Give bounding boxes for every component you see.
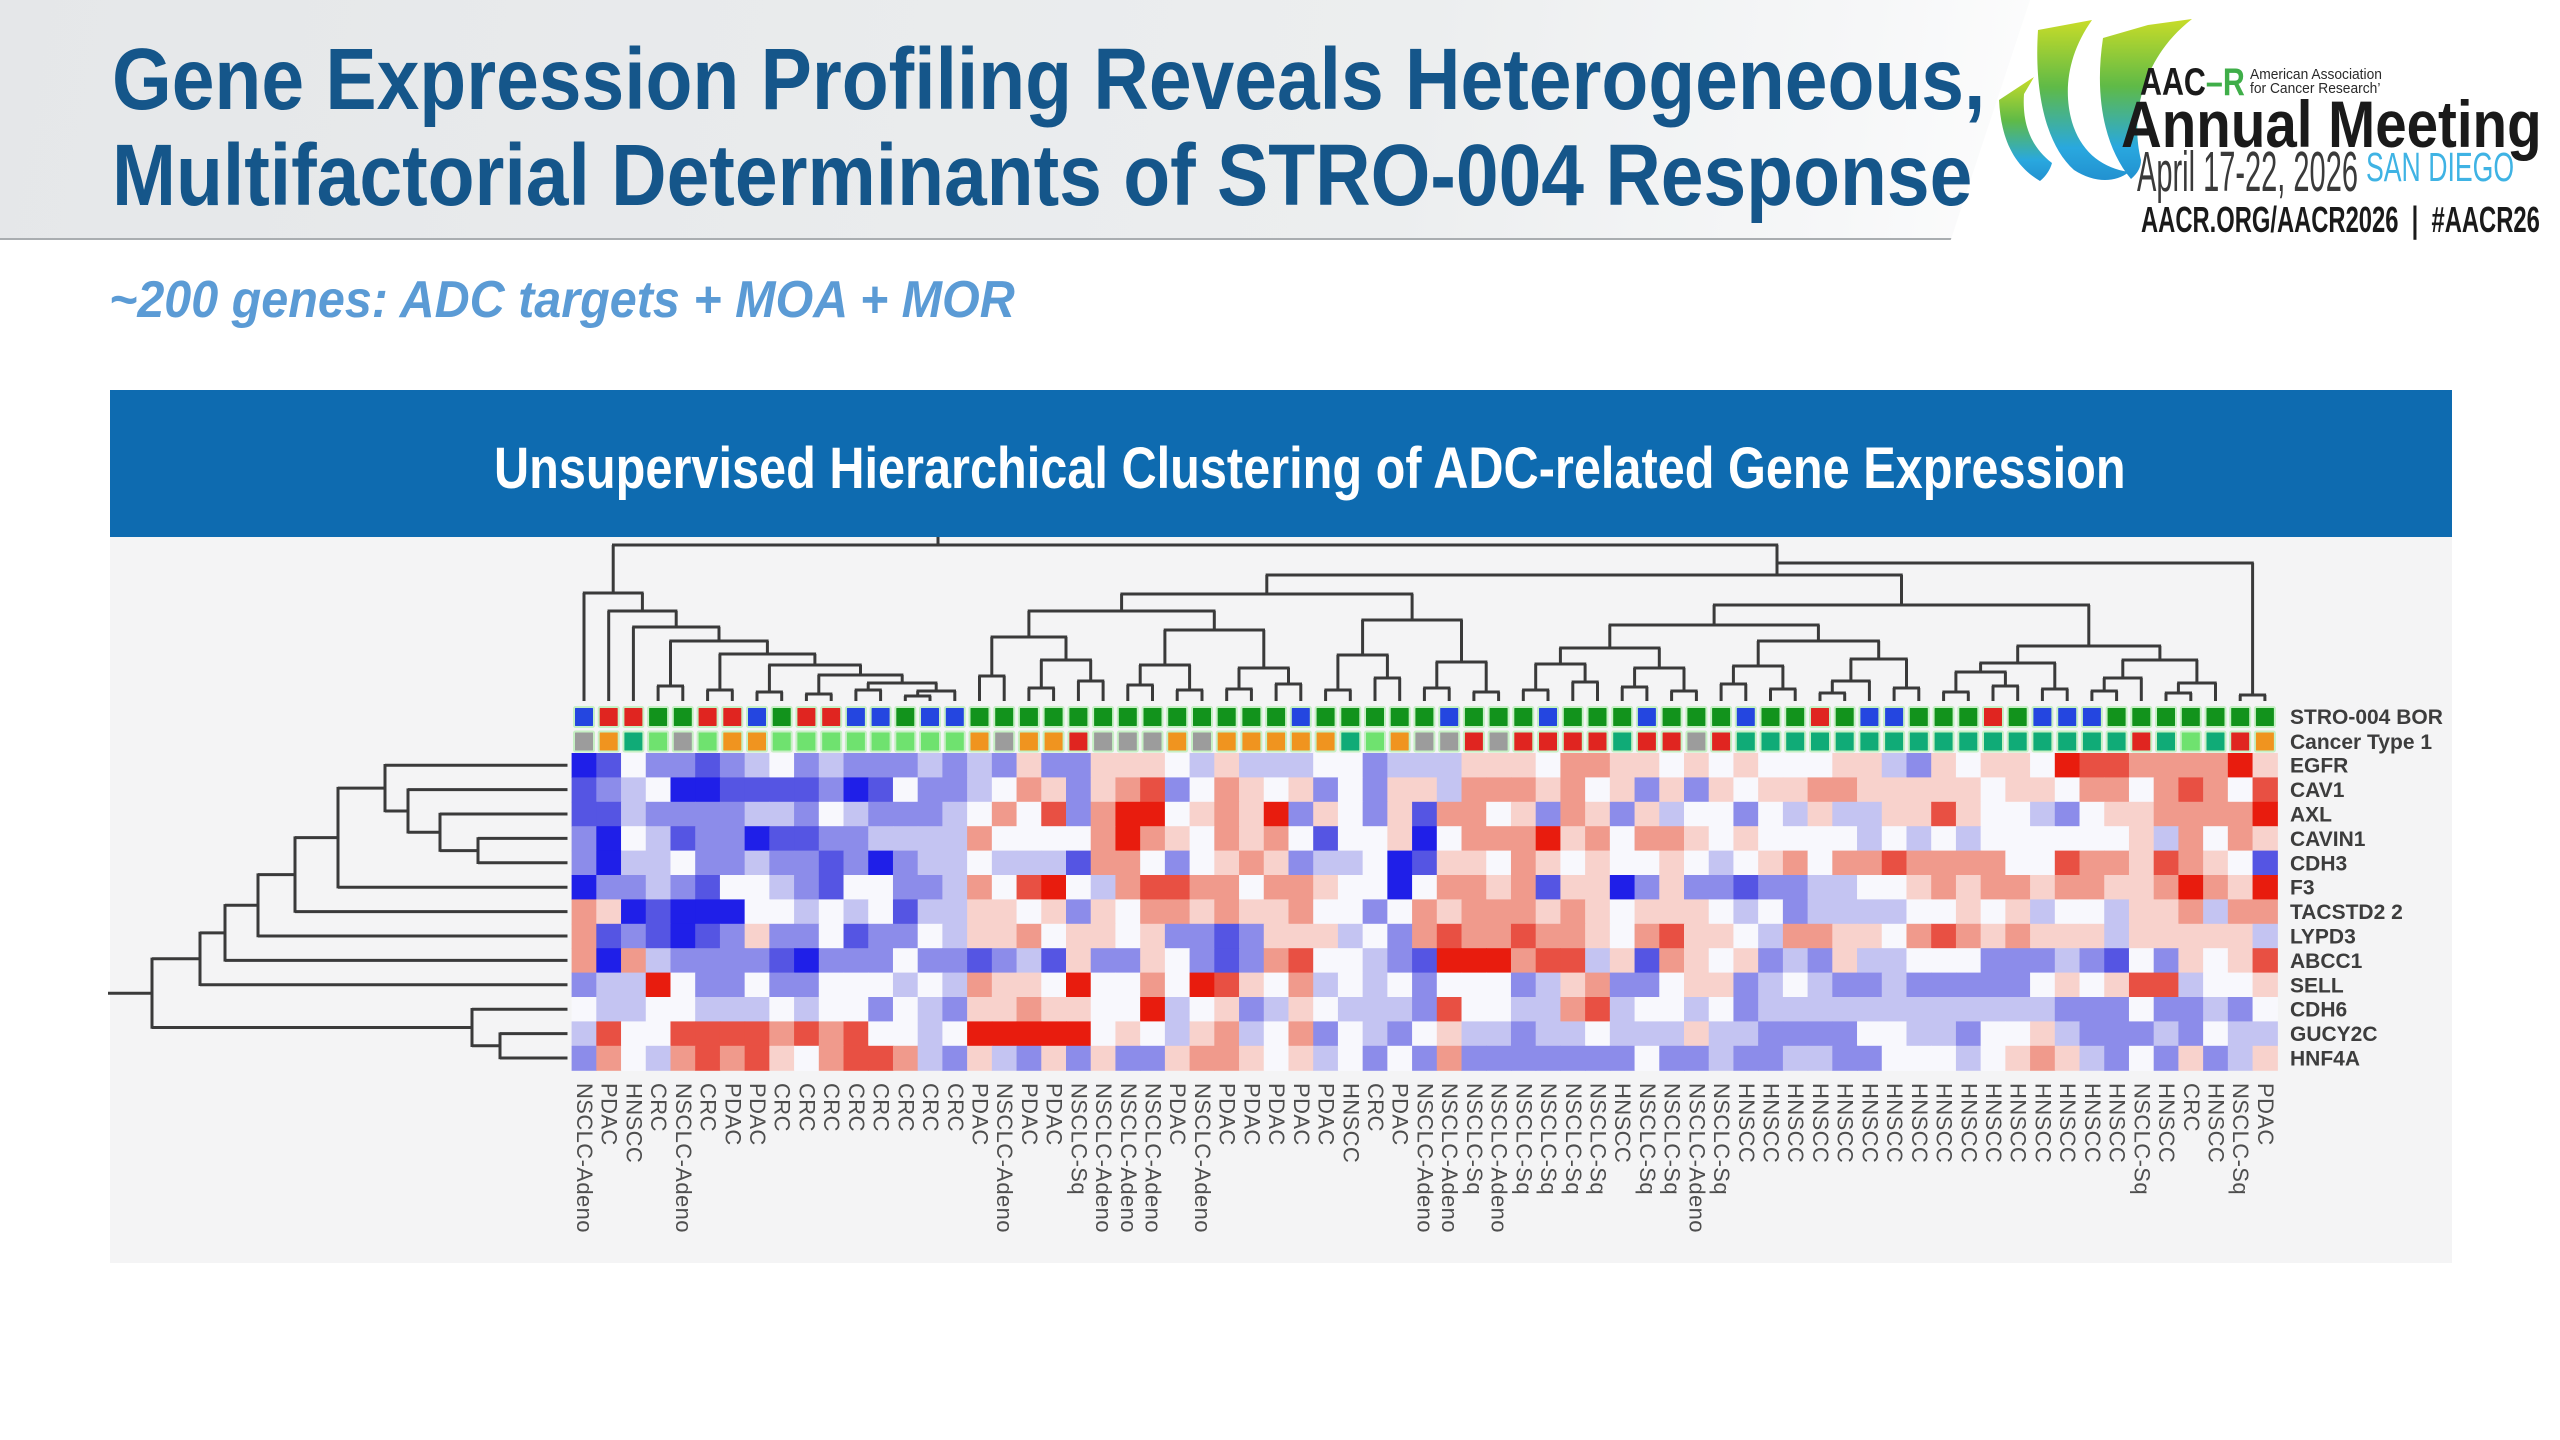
svg-text:HNSCC: HNSCC (1783, 1083, 1808, 1163)
svg-text:CRC: CRC (696, 1083, 721, 1132)
svg-text:NSCLC-Sq: NSCLC-Sq (1462, 1083, 1487, 1195)
svg-text:NSCLC-Adeno: NSCLC-Adeno (1141, 1083, 1166, 1233)
svg-text:HNSCC: HNSCC (2030, 1083, 2055, 1163)
svg-text:PDAC: PDAC (1017, 1083, 1042, 1146)
svg-text:CRC: CRC (844, 1083, 869, 1132)
svg-text:NSCLC-Adeno: NSCLC-Adeno (1116, 1083, 1141, 1233)
svg-text:NSCLC-Sq: NSCLC-Sq (2129, 1083, 2154, 1195)
svg-text:PDAC: PDAC (968, 1083, 993, 1146)
svg-text:PDAC: PDAC (1314, 1083, 1339, 1146)
svg-text:CRC: CRC (770, 1083, 795, 1132)
svg-text:LYPD3: LYPD3 (2290, 926, 2356, 949)
svg-text:HNSCC: HNSCC (1610, 1083, 1635, 1163)
svg-text:STRO-004 BOR: STRO-004 BOR (2290, 706, 2443, 729)
svg-text:PDAC: PDAC (597, 1083, 622, 1146)
svg-text:HNSCC: HNSCC (1338, 1083, 1363, 1163)
svg-text:CRC: CRC (794, 1083, 819, 1132)
svg-text:PDAC: PDAC (2253, 1083, 2278, 1146)
svg-text:NSCLC-Sq: NSCLC-Sq (1660, 1083, 1685, 1195)
svg-text:PDAC: PDAC (1239, 1083, 1264, 1146)
svg-text:NSCLC-Adeno: NSCLC-Adeno (992, 1083, 1017, 1233)
svg-text:HNSCC: HNSCC (1833, 1083, 1858, 1163)
svg-text:CRC: CRC (943, 1083, 968, 1132)
svg-text:NSCLC-Adeno: NSCLC-Adeno (1091, 1083, 1116, 1233)
svg-text:NSCLC-Sq: NSCLC-Sq (1066, 1083, 1091, 1195)
svg-text:EGFR: EGFR (2290, 755, 2348, 778)
svg-text:HNSCC: HNSCC (1956, 1083, 1981, 1163)
svg-text:NSCLC-Sq: NSCLC-Sq (1635, 1083, 1660, 1195)
svg-text:NSCLC-Sq: NSCLC-Sq (1586, 1083, 1611, 1195)
svg-text:NSCLC-Adeno: NSCLC-Adeno (1487, 1083, 1512, 1233)
svg-text:ABCC1: ABCC1 (2290, 950, 2363, 973)
svg-text:CDH6: CDH6 (2290, 999, 2347, 1022)
svg-text:NSCLC-Sq: NSCLC-Sq (1536, 1083, 1561, 1195)
svg-text:NSCLC-Adeno: NSCLC-Adeno (1190, 1083, 1215, 1233)
svg-text:NSCLC-Sq: NSCLC-Sq (1709, 1083, 1734, 1195)
svg-text:CRC: CRC (2179, 1083, 2204, 1132)
svg-text:HNSCC: HNSCC (1857, 1083, 1882, 1163)
svg-text:PDAC: PDAC (1042, 1083, 1067, 1146)
svg-text:PDAC: PDAC (1388, 1083, 1413, 1146)
svg-text:TACSTD2 2: TACSTD2 2 (2290, 901, 2403, 924)
svg-text:PDAC: PDAC (745, 1083, 770, 1146)
svg-text:Cancer Type 1: Cancer Type 1 (2290, 731, 2432, 754)
svg-text:PDAC: PDAC (1264, 1083, 1289, 1146)
svg-text:NSCLC-Adeno: NSCLC-Adeno (572, 1083, 597, 1233)
svg-text:CAV1: CAV1 (2290, 779, 2345, 802)
svg-text:NSCLC-Sq: NSCLC-Sq (2228, 1083, 2253, 1195)
svg-text:CRC: CRC (918, 1083, 943, 1132)
svg-text:HNSCC: HNSCC (1882, 1083, 1907, 1163)
svg-text:CAVIN1: CAVIN1 (2290, 828, 2366, 851)
svg-text:HNSCC: HNSCC (2055, 1083, 2080, 1163)
svg-text:HNSCC: HNSCC (2080, 1083, 2105, 1163)
svg-text:HNSCC: HNSCC (621, 1083, 646, 1163)
svg-text:AXL: AXL (2290, 804, 2332, 827)
svg-text:NSCLC-Adeno: NSCLC-Adeno (1684, 1083, 1709, 1233)
svg-text:PDAC: PDAC (720, 1083, 745, 1146)
svg-text:CRC: CRC (819, 1083, 844, 1132)
svg-text:HNSCC: HNSCC (1907, 1083, 1932, 1163)
svg-text:NSCLC-Adeno: NSCLC-Adeno (1437, 1083, 1462, 1233)
svg-text:NSCLC-Sq: NSCLC-Sq (1511, 1083, 1536, 1195)
svg-text:CRC: CRC (646, 1083, 671, 1132)
svg-text:HNSCC: HNSCC (1734, 1083, 1759, 1163)
svg-text:HNSCC: HNSCC (1808, 1083, 1833, 1163)
svg-text:HNSCC: HNSCC (1932, 1083, 1957, 1163)
svg-text:CRC: CRC (1363, 1083, 1388, 1132)
svg-text:HNSCC: HNSCC (1759, 1083, 1784, 1163)
svg-text:NSCLC-Adeno: NSCLC-Adeno (1412, 1083, 1437, 1233)
svg-text:HNSCC: HNSCC (2204, 1083, 2229, 1163)
svg-text:HNSCC: HNSCC (2154, 1083, 2179, 1163)
svg-text:NSCLC-Adeno: NSCLC-Adeno (671, 1083, 696, 1233)
svg-text:PDAC: PDAC (1165, 1083, 1190, 1146)
svg-text:SELL: SELL (2290, 974, 2344, 997)
svg-text:HNF4A: HNF4A (2290, 1048, 2360, 1071)
svg-text:PDAC: PDAC (1289, 1083, 1314, 1146)
svg-text:NSCLC-Sq: NSCLC-Sq (1561, 1083, 1586, 1195)
svg-text:CDH3: CDH3 (2290, 852, 2347, 875)
svg-text:CRC: CRC (893, 1083, 918, 1132)
svg-text:HNSCC: HNSCC (2006, 1083, 2031, 1163)
svg-text:HNSCC: HNSCC (2105, 1083, 2130, 1163)
svg-text:CRC: CRC (869, 1083, 894, 1132)
svg-text:PDAC: PDAC (1215, 1083, 1240, 1146)
svg-text:HNSCC: HNSCC (1981, 1083, 2006, 1163)
svg-text:F3: F3 (2290, 877, 2315, 900)
svg-text:GUCY2C: GUCY2C (2290, 1023, 2378, 1046)
